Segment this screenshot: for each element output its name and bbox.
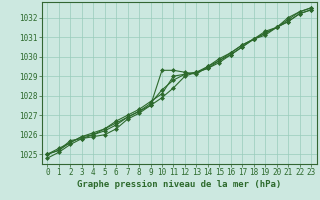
X-axis label: Graphe pression niveau de la mer (hPa): Graphe pression niveau de la mer (hPa): [77, 180, 281, 189]
